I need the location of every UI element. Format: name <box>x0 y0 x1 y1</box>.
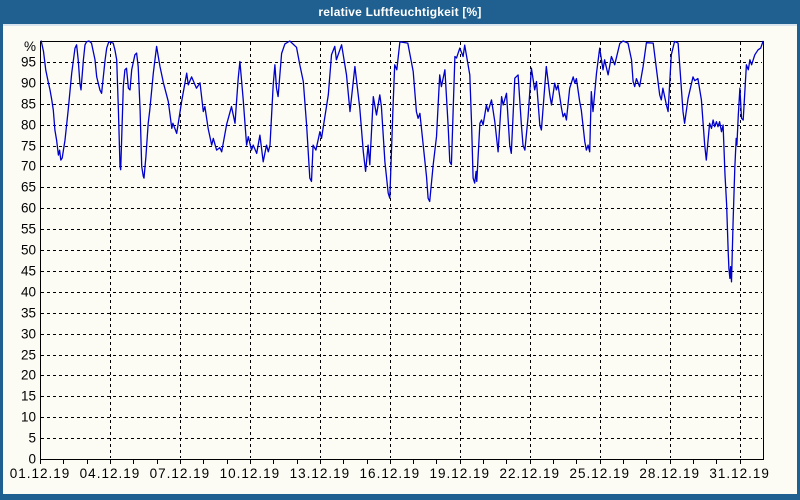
y-tick-label: 40 <box>21 285 36 300</box>
x-tick-label: 10.12.19 <box>220 466 281 481</box>
x-tick-label: 28.12.19 <box>639 466 700 481</box>
y-tick-label: 85 <box>21 97 36 112</box>
y-tick-label: 80 <box>21 118 36 133</box>
y-tick-label: 35 <box>21 306 36 321</box>
y-tick-label: 45 <box>21 264 36 279</box>
y-axis-unit-label: % <box>24 39 36 54</box>
y-tick-label: 65 <box>21 180 36 195</box>
y-tick-label: 55 <box>21 222 36 237</box>
y-tick-label: 70 <box>21 159 36 174</box>
x-tick-label: 04.12.19 <box>80 466 141 481</box>
y-tick-label: 30 <box>21 327 36 342</box>
x-tick-label: 07.12.19 <box>150 466 211 481</box>
x-tick-label: 19.12.19 <box>430 466 491 481</box>
y-tick-label: 95 <box>21 55 36 70</box>
x-tick-label: 01.12.19 <box>10 466 71 481</box>
y-tick-label: 15 <box>21 389 36 404</box>
y-tick-label: 60 <box>21 201 36 216</box>
y-tick-label: 20 <box>21 368 36 383</box>
x-tick-label: 31.12.19 <box>709 466 770 481</box>
y-tick-label: 5 <box>28 431 36 446</box>
window-title: relative Luftfeuchtigkeit [%] <box>318 5 482 19</box>
chart-area: 0 5 10 15 20 25 30 35 40 45 50 55 60 65 70 75 80 85 90 95% 0… <box>3 26 797 491</box>
x-tick-label: 22.12.19 <box>499 466 560 481</box>
y-tick-label: 0 <box>28 452 36 467</box>
y-tick-label: 75 <box>21 139 36 154</box>
y-tick-label: 90 <box>21 76 36 91</box>
x-tick-label: 13.12.19 <box>290 466 351 481</box>
y-tick-label: 50 <box>21 243 36 258</box>
y-tick-label: 25 <box>21 348 36 363</box>
humidity-series-line <box>40 40 764 283</box>
humidity-line-chart: 0 5 10 15 20 25 30 35 40 45 50 55 60 65 70 75 80 85 90 95% 0… <box>10 39 770 481</box>
x-tick-label: 16.12.19 <box>360 466 421 481</box>
y-tick-label: 10 <box>21 410 36 425</box>
x-tick-label: 25.12.19 <box>569 466 630 481</box>
title-bar: relative Luftfeuchtigkeit [%] <box>3 0 797 26</box>
